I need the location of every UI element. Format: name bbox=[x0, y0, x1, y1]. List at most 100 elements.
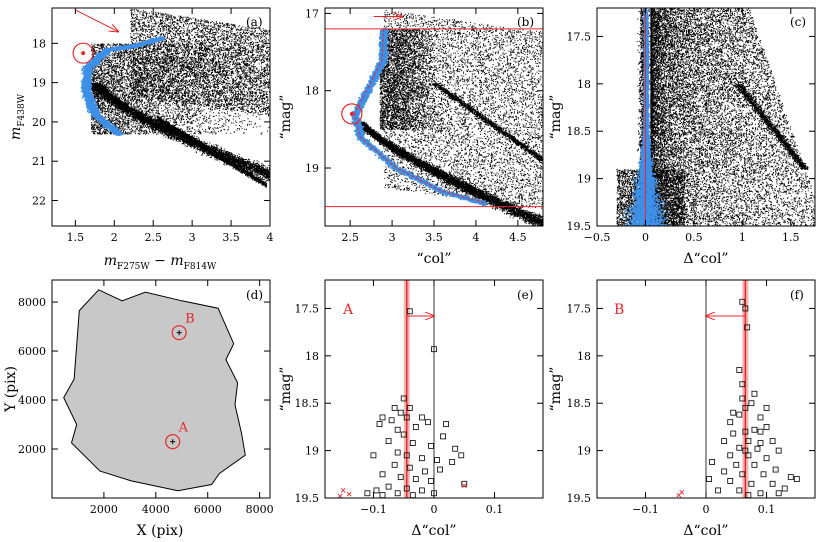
panel-b-xtick-label: 2.5 bbox=[341, 231, 359, 244]
panel-e-xlabel: Δ“col” bbox=[411, 523, 456, 539]
panel-e-neighbour bbox=[371, 453, 376, 458]
panel-d-xtick-label: 8000 bbox=[246, 503, 274, 516]
panel-c-plot-area bbox=[616, 8, 824, 228]
panel-f-neighbour bbox=[776, 491, 781, 496]
panel-f-neighbour bbox=[749, 401, 754, 406]
panel-e-neighbour bbox=[459, 453, 464, 458]
panel-f-neighbour bbox=[758, 429, 763, 434]
panel-f-neighbour bbox=[782, 486, 787, 491]
panel-f-plot-area bbox=[677, 280, 800, 498]
panel-e-neighbour bbox=[365, 491, 370, 496]
panel-b-xtick-label: 3.5 bbox=[425, 231, 443, 244]
panel-f-ytick-label: 19 bbox=[577, 445, 591, 458]
panel-f-neighbour bbox=[722, 439, 727, 444]
panel-e-ytick-label: 18.5 bbox=[295, 397, 320, 410]
panel-f-neighbour bbox=[761, 472, 766, 477]
panel-a-ytick-label: 19 bbox=[32, 77, 46, 90]
panel-b-ytick-label: 19 bbox=[305, 162, 319, 175]
panel-f-xtick-label: 0 bbox=[703, 503, 710, 516]
panel-f-neighbour bbox=[776, 448, 781, 453]
panel-a-xtick-label: 4 bbox=[267, 231, 274, 244]
panel-f-neighbour bbox=[752, 427, 757, 432]
panel-d-ytick-label: 6000 bbox=[18, 345, 46, 358]
panel-c-ytick-label: 18.5 bbox=[567, 125, 592, 138]
panel-f-neighbour bbox=[716, 488, 721, 493]
panel-f-neighbour bbox=[749, 481, 754, 486]
panel-e-neighbour bbox=[419, 488, 424, 493]
panel-e-rejected bbox=[347, 492, 351, 496]
panel-e-neighbour bbox=[425, 420, 430, 425]
panel-d-ylabel: Y (pix) bbox=[3, 366, 19, 413]
panel-a-label: (a) bbox=[246, 15, 263, 29]
panel-f-neighbour bbox=[764, 424, 769, 429]
panel-e-rejected bbox=[462, 484, 466, 488]
panel-e-ytick-label: 17.5 bbox=[295, 302, 320, 315]
panel-c-xtick-label: 0.5 bbox=[685, 231, 703, 244]
panel-c-ylabel: “mag” bbox=[548, 95, 564, 140]
panel-f-neighbour bbox=[758, 415, 763, 420]
panel-e-neighbour bbox=[398, 410, 403, 415]
panel-e-neighbour bbox=[380, 493, 385, 498]
panel-d-xtick-label: 6000 bbox=[194, 503, 222, 516]
panel-a-target-star bbox=[81, 51, 85, 55]
panel-e-neighbour bbox=[444, 422, 449, 427]
panel-e-xtick-label: 0.1 bbox=[486, 503, 504, 516]
panel-a-ytick-label: 18 bbox=[32, 37, 46, 50]
panel-f-rejected bbox=[680, 490, 684, 494]
panel-e-neighbour bbox=[428, 478, 433, 483]
panel-e-ylabel: “mag” bbox=[278, 367, 294, 412]
panel-f-star-label: B bbox=[614, 302, 624, 318]
panel-f-xlabel: Δ“col” bbox=[683, 523, 728, 539]
panel-b-plot-area bbox=[351, 10, 575, 231]
panel-e-ytick-label: 18 bbox=[305, 350, 319, 363]
panel-e-neighbour bbox=[450, 459, 455, 464]
panel-f-neighbour bbox=[707, 477, 712, 482]
panel-e-neighbour bbox=[374, 488, 379, 493]
panel-e-ytick-label: 19 bbox=[305, 445, 319, 458]
panel-c-label: (c) bbox=[790, 15, 806, 29]
panel-e-plot-area bbox=[338, 280, 467, 498]
panel-c-ytick-label: 17.5 bbox=[567, 30, 592, 43]
panel-e-neighbour bbox=[428, 443, 433, 448]
panel-f-neighbour bbox=[788, 475, 793, 480]
panel-f-neighbour bbox=[734, 462, 739, 467]
panel-a-xtick-label: 2 bbox=[111, 231, 118, 244]
panel-b-ytick-label: 17 bbox=[305, 7, 319, 20]
panel-f-neighbour bbox=[794, 477, 799, 482]
panel-d-xtick-label: 2000 bbox=[90, 503, 118, 516]
panel-e-neighbour bbox=[386, 484, 391, 489]
panel-f-neighbour bbox=[752, 391, 757, 396]
panel-e-neighbour bbox=[410, 441, 415, 446]
panel-b-xtick-label: 4 bbox=[472, 231, 479, 244]
panel-e-neighbour bbox=[395, 450, 400, 455]
panel-e-neighbour bbox=[438, 467, 443, 472]
panel-a-xtick-label: 3.5 bbox=[222, 231, 240, 244]
panel-f-neighbour bbox=[722, 469, 727, 474]
panel-d-xtick-label: 4000 bbox=[142, 503, 170, 516]
panel-c-xtick-label: 1.5 bbox=[782, 231, 800, 244]
panel-e-label: (e) bbox=[517, 288, 533, 302]
panel-e-ytick-label: 19.5 bbox=[295, 492, 320, 505]
panel-f-neighbour bbox=[731, 431, 736, 436]
panel-f-label: (f) bbox=[790, 288, 804, 302]
panel-d-star-label: B bbox=[185, 312, 195, 327]
panel-b-ytick-label: 18 bbox=[305, 85, 319, 98]
panel-e-neighbour bbox=[380, 472, 385, 477]
panel-f-neighbour bbox=[728, 478, 733, 483]
panel-a-xtick-label: 1.5 bbox=[67, 231, 85, 244]
panel-e-neighbour bbox=[419, 415, 424, 420]
panel-e-neighbour bbox=[395, 491, 400, 496]
panel-e-neighbour bbox=[453, 446, 458, 451]
panel-d-ytick-label: 4000 bbox=[18, 394, 46, 407]
panel-f-neighbour bbox=[737, 368, 742, 373]
panel-f-neighbour bbox=[752, 462, 757, 467]
panel-e-xtick-label: 0 bbox=[431, 503, 438, 516]
panel-f-neighbour bbox=[758, 491, 763, 496]
panel-b-label: (b) bbox=[517, 15, 534, 29]
